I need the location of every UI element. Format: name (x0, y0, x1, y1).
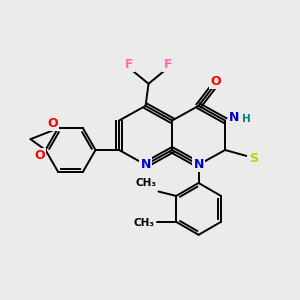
Text: O: O (47, 116, 58, 130)
Text: F: F (125, 58, 134, 71)
Text: O: O (210, 75, 221, 88)
Text: F: F (164, 58, 172, 71)
Text: N: N (229, 111, 240, 124)
Text: S: S (249, 152, 258, 165)
Text: N: N (194, 158, 204, 171)
Text: CH₃: CH₃ (134, 218, 154, 228)
Text: CH₃: CH₃ (135, 178, 156, 188)
Text: N: N (140, 158, 151, 171)
Text: O: O (35, 149, 46, 162)
Text: H: H (242, 114, 251, 124)
